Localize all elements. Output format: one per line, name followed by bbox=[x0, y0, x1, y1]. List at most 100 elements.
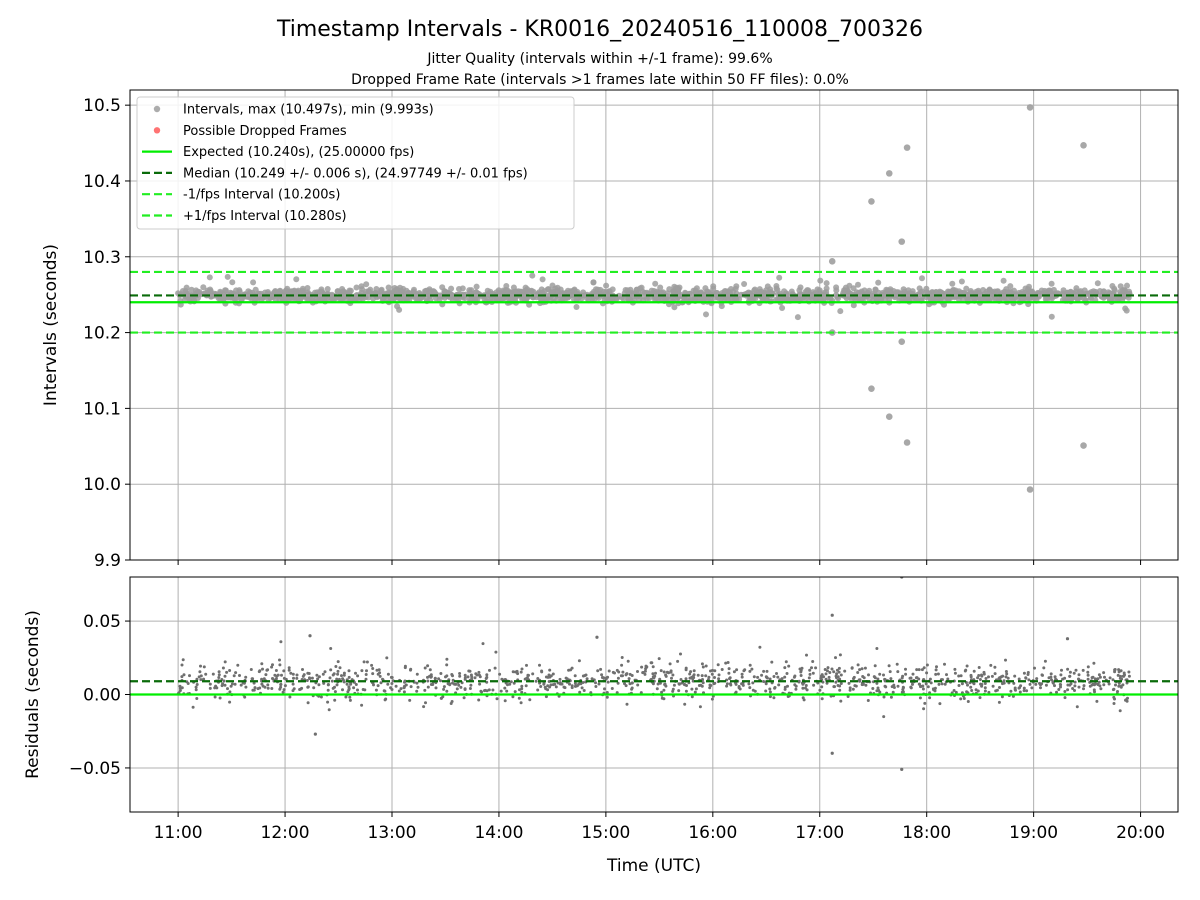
residual-point bbox=[765, 675, 769, 679]
residual-point bbox=[1097, 680, 1101, 684]
interval-point bbox=[529, 272, 536, 279]
residual-point bbox=[785, 672, 789, 675]
residual-point bbox=[548, 668, 552, 672]
residual-point bbox=[1059, 673, 1063, 677]
x-tick-label: 15:00 bbox=[581, 823, 630, 843]
residual-point bbox=[188, 674, 191, 678]
residual-point bbox=[573, 684, 577, 688]
interval-point bbox=[866, 296, 873, 303]
residual-point bbox=[821, 680, 825, 684]
interval-point bbox=[481, 296, 488, 303]
residual-point bbox=[698, 705, 702, 709]
residual-point bbox=[291, 672, 295, 676]
residual-point bbox=[371, 672, 375, 676]
interval-point bbox=[652, 280, 659, 287]
residual-point bbox=[370, 663, 374, 667]
residual-point bbox=[656, 682, 660, 686]
residual-point bbox=[500, 677, 504, 681]
residual-point bbox=[748, 686, 752, 690]
residual-point bbox=[1005, 672, 1009, 676]
residual-point bbox=[839, 682, 843, 685]
interval-point bbox=[304, 285, 311, 291]
residual-point bbox=[463, 673, 467, 677]
interval-point bbox=[693, 285, 700, 292]
residual-point bbox=[560, 682, 564, 686]
residual-point bbox=[211, 672, 215, 676]
residual-point bbox=[1096, 683, 1100, 686]
residual-point bbox=[696, 673, 700, 677]
residual-point bbox=[347, 669, 351, 673]
residual-point bbox=[783, 687, 787, 691]
interval-point bbox=[710, 285, 717, 292]
residual-point bbox=[737, 685, 741, 688]
residual-point bbox=[901, 674, 905, 678]
residual-point bbox=[1086, 677, 1090, 681]
residual-point bbox=[217, 676, 221, 679]
residual-point bbox=[983, 682, 987, 685]
interval-point bbox=[1067, 288, 1074, 295]
residual-point bbox=[234, 671, 238, 675]
residual-point bbox=[727, 667, 731, 671]
residual-point bbox=[700, 662, 704, 666]
residual-point bbox=[213, 695, 217, 699]
residual-point bbox=[977, 666, 981, 669]
residual-point bbox=[383, 689, 387, 693]
residual-point bbox=[909, 685, 913, 689]
interval-point bbox=[1100, 288, 1107, 295]
residual-point bbox=[573, 674, 577, 678]
intervals-plot-area bbox=[130, 104, 1178, 493]
residual-point bbox=[279, 640, 283, 644]
residual-point bbox=[1086, 665, 1090, 669]
residual-point bbox=[713, 669, 717, 673]
residual-point bbox=[581, 674, 585, 678]
residual-point bbox=[450, 700, 454, 703]
residual-point bbox=[1097, 673, 1101, 677]
residuals-chart: −0.05 0.00 0.05 11:00 12:00 13:00 14:00 15:00 16… bbox=[23, 576, 1179, 876]
residual-point bbox=[725, 682, 729, 686]
residual-point bbox=[768, 677, 772, 681]
interval-point bbox=[539, 276, 546, 283]
residual-point bbox=[180, 675, 184, 679]
residual-point bbox=[660, 690, 664, 694]
residual-point bbox=[352, 686, 356, 690]
y-tick-label: 10.0 bbox=[83, 475, 121, 495]
interval-point bbox=[217, 288, 224, 295]
legend-label: -1/fps Interval (10.200s) bbox=[183, 188, 340, 203]
residual-point bbox=[289, 671, 293, 675]
residual-point bbox=[531, 672, 535, 676]
legend-marker bbox=[153, 105, 161, 113]
interval-point bbox=[324, 286, 331, 292]
x-tick-label: 11:00 bbox=[154, 823, 203, 843]
residual-point bbox=[390, 676, 394, 679]
residual-point bbox=[751, 688, 755, 692]
residual-point bbox=[804, 684, 808, 687]
residual-point bbox=[776, 675, 780, 679]
residual-point bbox=[889, 677, 893, 681]
residual-point bbox=[319, 695, 323, 699]
residual-point bbox=[426, 685, 430, 689]
residual-point bbox=[1034, 682, 1038, 686]
residual-point bbox=[943, 662, 946, 666]
residual-point bbox=[354, 683, 358, 686]
residual-point bbox=[409, 685, 413, 689]
interval-point bbox=[703, 311, 709, 318]
residual-point bbox=[812, 683, 816, 687]
residual-point bbox=[993, 665, 997, 669]
residual-point bbox=[516, 672, 520, 676]
residual-point bbox=[386, 672, 390, 676]
residual-point bbox=[811, 671, 815, 675]
residual-point bbox=[896, 670, 900, 674]
interval-point bbox=[443, 289, 450, 296]
residual-point bbox=[630, 686, 634, 690]
residual-point bbox=[1112, 702, 1116, 705]
residual-point bbox=[477, 670, 481, 674]
residual-point bbox=[1039, 683, 1042, 687]
interval-point bbox=[909, 288, 916, 295]
residual-point bbox=[338, 666, 342, 670]
interval-point bbox=[868, 385, 875, 392]
residual-point bbox=[1093, 690, 1096, 694]
residual-point bbox=[326, 688, 330, 692]
residual-point bbox=[1068, 670, 1072, 674]
interval-point bbox=[752, 295, 759, 302]
residual-point bbox=[384, 697, 388, 701]
